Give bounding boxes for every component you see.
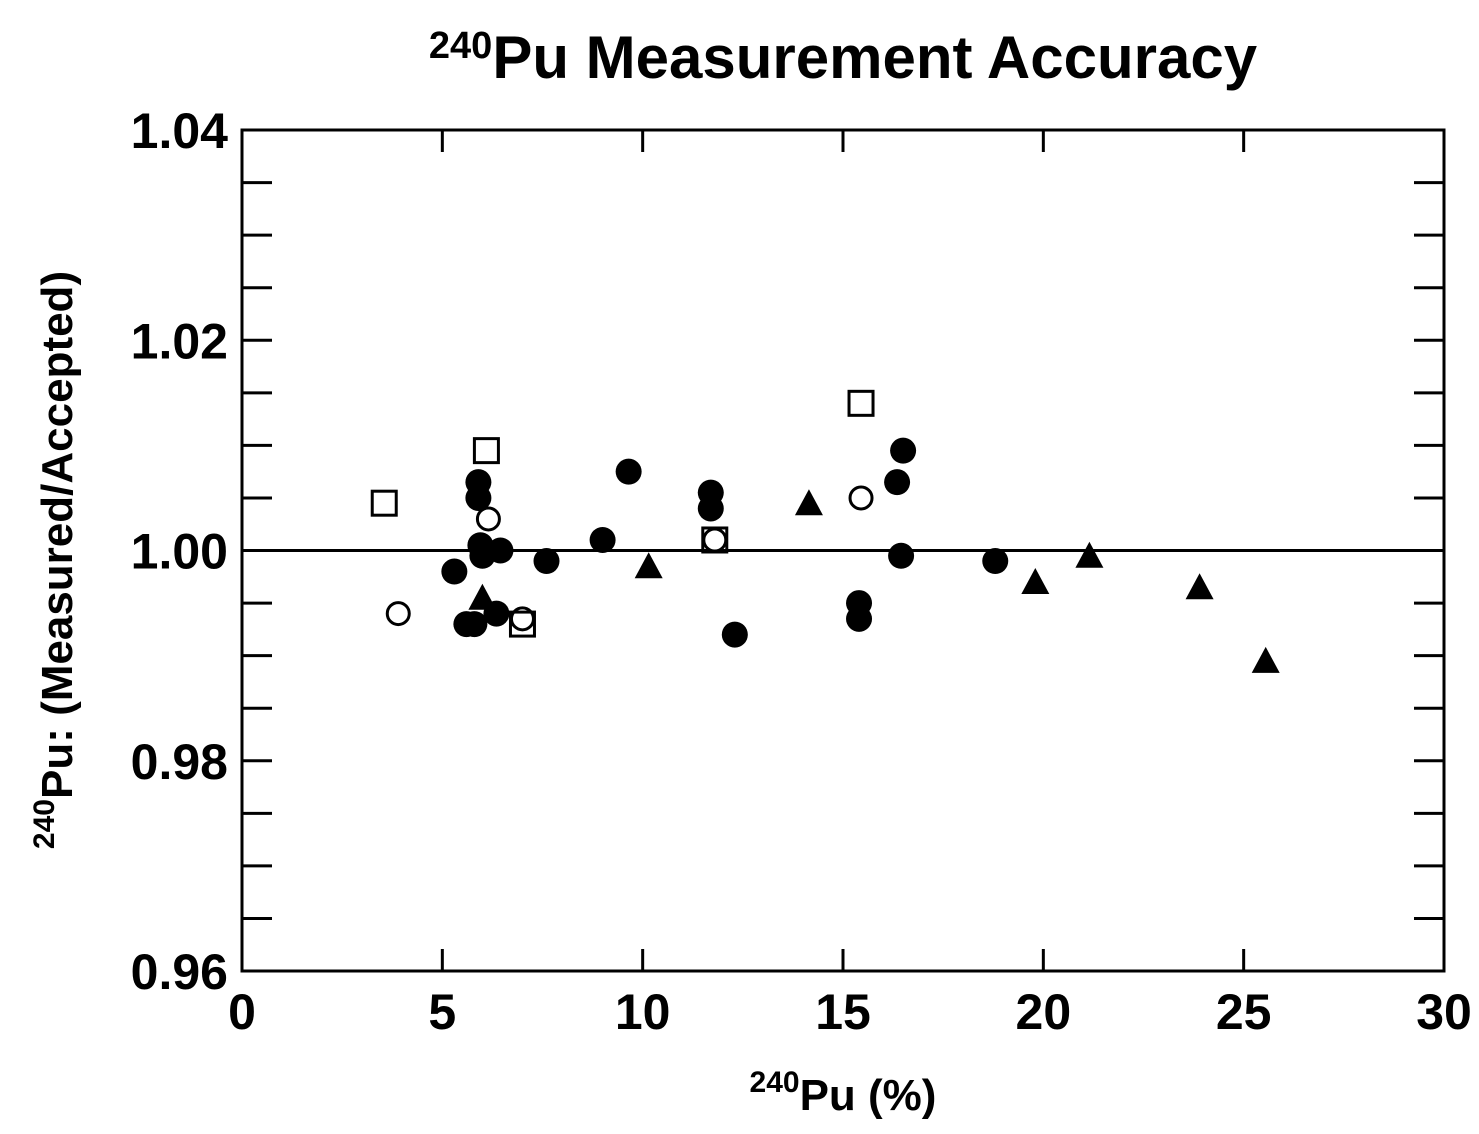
y-tick-label: 0.98 [131,734,228,790]
x-axis-tick-labels: 0 5 10 15 20 25 30 [228,984,1472,1040]
data-point-filled-circle [982,548,1009,575]
y-tick-label: 0.96 [131,944,228,1000]
x-tick-label: 25 [1216,984,1272,1040]
data-point-filled-circle [589,526,616,553]
chart-title: 240Pu Measurement Accuracy [429,24,1258,91]
x-tick-label: 10 [615,984,671,1040]
data-point-filled-circle [615,458,642,485]
data-point-filled-triangle [1075,541,1104,568]
chart-title-main: Pu Measurement Accuracy [492,24,1257,91]
data-point-filled-circle [533,548,560,575]
data-point-filled-circle [888,542,915,569]
x-axis-label-main: Pu (%) [800,1071,937,1120]
data-point-filled-circle [884,469,911,496]
data-point-open-square [472,437,500,465]
x-tick-label: 15 [815,984,871,1040]
data-point-filled-circle [487,537,514,564]
x-axis-ticks [440,130,1246,971]
data-point-filled-circle [846,605,873,632]
x-tick-label: 20 [1016,984,1072,1040]
x-axis-label-superscript: 240 [750,1066,800,1099]
data-point-filled-triangle [1251,646,1280,673]
y-tick-label: 1.02 [131,313,228,369]
y-axis-label-superscript: 240 [28,799,61,849]
x-axis-label: 240Pu (%) [750,1066,937,1120]
y-axis-tick-labels: 0.96 0.98 1.00 1.02 1.04 [131,103,229,1000]
y-axis-label: 240Pu: (Measured/Accepted) [28,271,82,849]
data-point-open-square [847,389,875,417]
x-tick-label: 0 [228,984,256,1040]
data-point-filled-triangle [794,489,823,516]
data-point-filled-circle [890,437,917,464]
data-point-open-square [701,526,729,554]
y-tick-label: 1.00 [131,524,228,580]
data-point-filled-circle [697,495,724,522]
data-point-filled-circle [465,484,492,511]
data-point-open-circle [385,601,411,627]
y-tick-label: 1.04 [131,103,229,159]
data-point-open-square [508,610,536,638]
data-point-open-circle [702,527,728,553]
data-point-open-square [370,489,398,517]
data-point-filled-triangle [1021,568,1050,595]
data-point-open-circle [848,485,874,511]
data-point-filled-circle [441,558,468,585]
data-point-filled-triangle [1185,573,1214,600]
data-point-filled-triangle [468,583,497,610]
y-axis-label-main: Pu: (Measured/Accepted) [33,271,82,799]
data-point-filled-circle [461,611,488,638]
y-axis-ticks [242,181,1444,920]
data-point-filled-circle [721,621,748,648]
data-point-open-circle [475,506,501,532]
data-point-filled-triangle [634,552,663,579]
data-markers [370,389,1280,673]
x-tick-label: 30 [1416,984,1472,1040]
chart-title-superscript: 240 [429,25,492,67]
x-tick-label: 5 [428,984,456,1040]
